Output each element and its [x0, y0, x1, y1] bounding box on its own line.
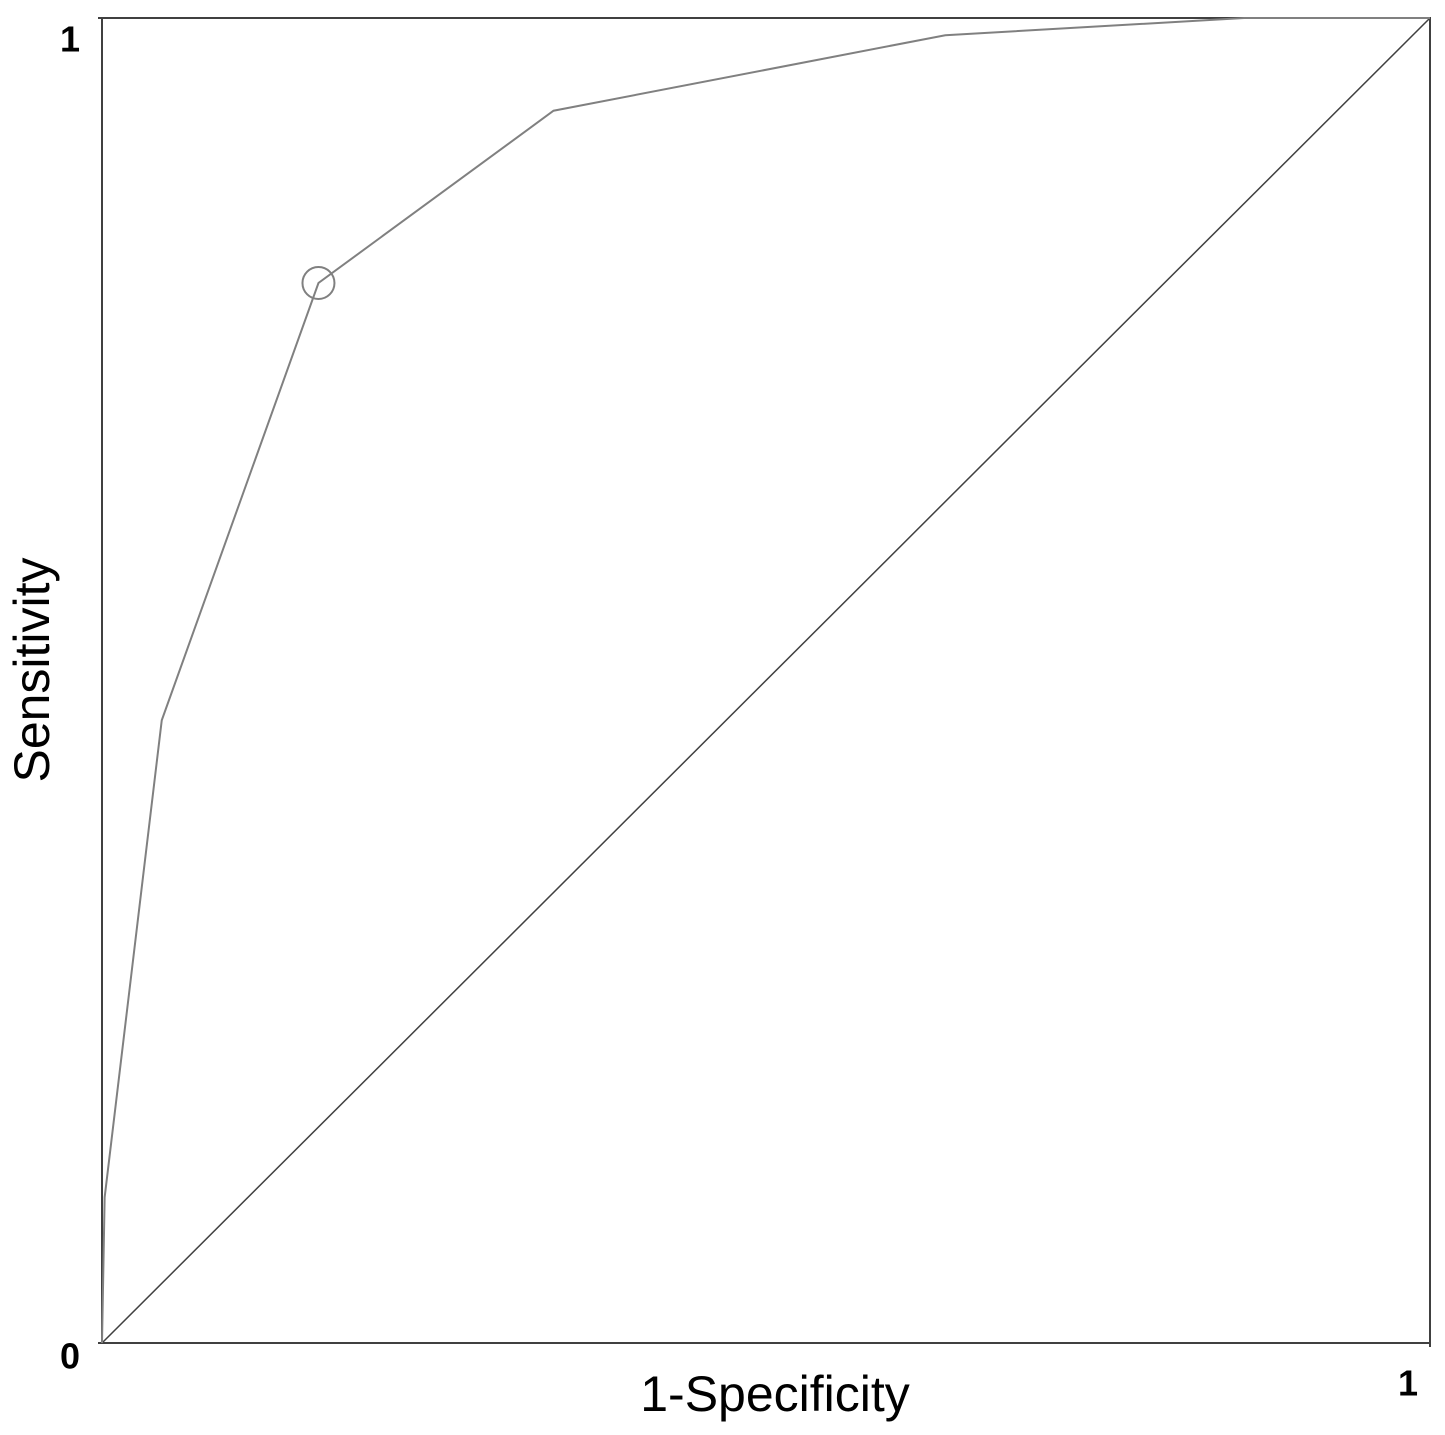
plot-frame — [101, 17, 1431, 1344]
y-tick-label: 1 — [60, 19, 80, 60]
y-tick-label: 0 — [60, 1336, 80, 1377]
y-axis-label: Sensitivity — [4, 557, 60, 782]
cutoff-point — [301, 266, 336, 300]
x-tick-label: 1 — [1398, 1363, 1418, 1404]
x-axis-label: 1-Specificity — [640, 1366, 910, 1422]
roc-curve — [101, 17, 1430, 1344]
reference-line — [101, 17, 1431, 1344]
